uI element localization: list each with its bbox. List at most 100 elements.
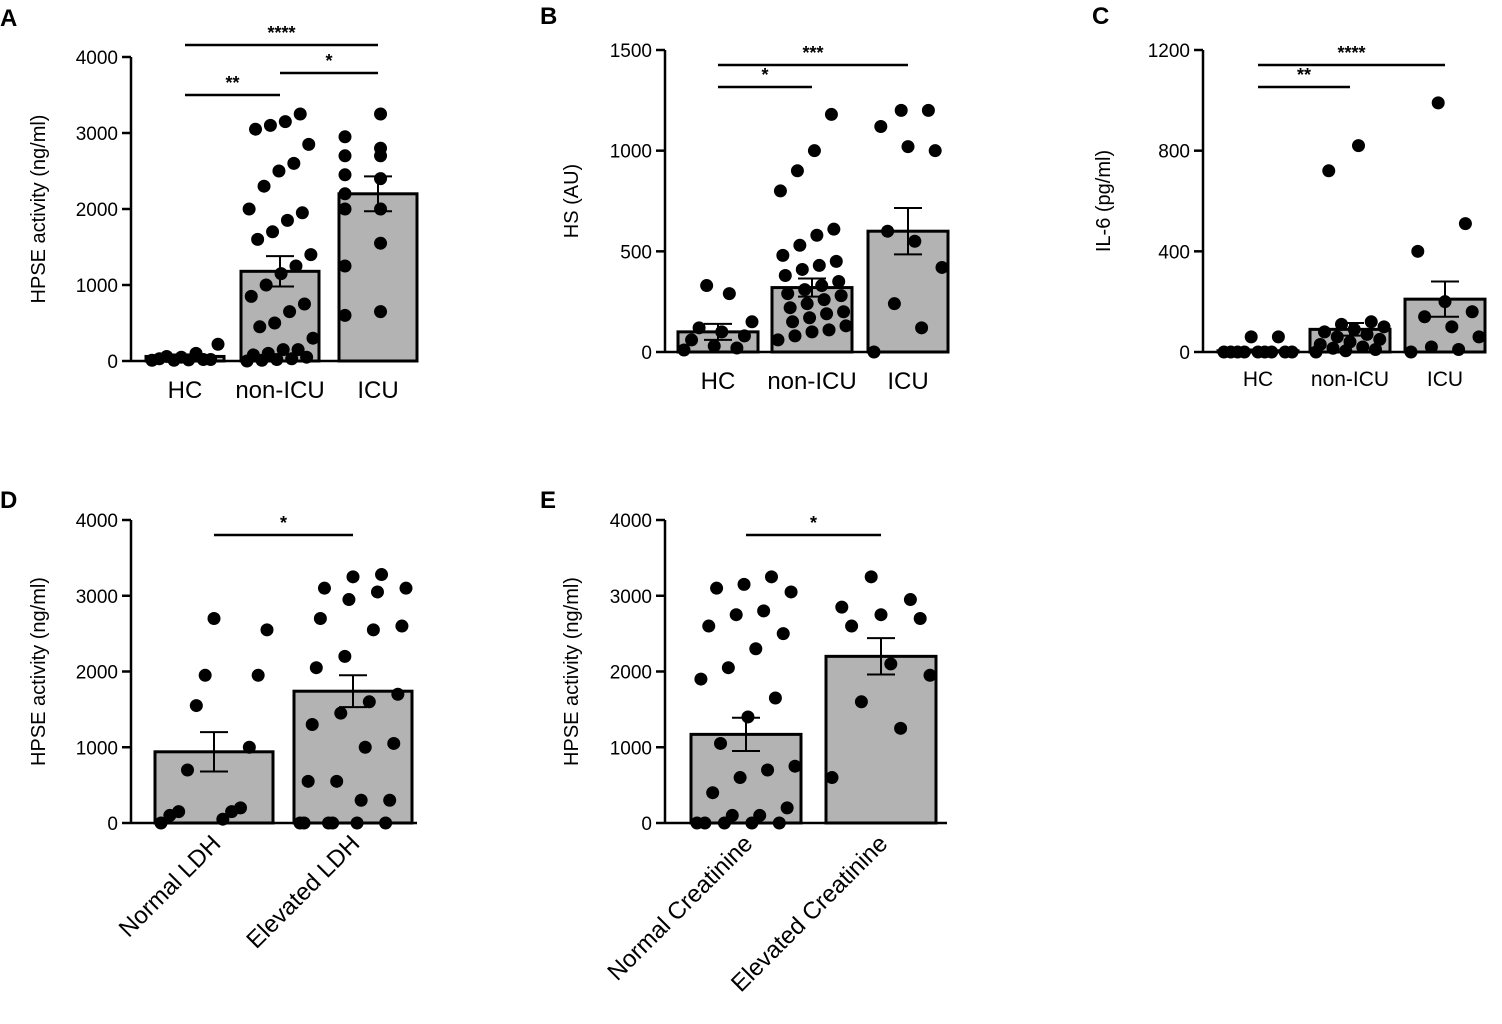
data-point: [757, 604, 771, 618]
data-point: [272, 164, 286, 178]
data-point: [370, 585, 384, 599]
data-point: [334, 706, 348, 720]
data-point: [293, 107, 307, 121]
data-point: [935, 260, 949, 274]
data-point: [1373, 332, 1387, 346]
data-point: [313, 611, 327, 625]
data-point: [342, 593, 356, 607]
data-point: [721, 661, 735, 675]
data-point: [1438, 295, 1452, 309]
panel-E: E 0 1000 2000 3000 4000 HPSE activity (ng/ml) N…: [540, 487, 947, 997]
significance-label: **: [1297, 65, 1311, 85]
data-point: [1330, 330, 1344, 344]
x-category-label: Elevated LDH: [241, 830, 365, 954]
data-point: [827, 222, 841, 236]
data-point: [302, 137, 316, 151]
data-point: [805, 325, 819, 339]
data-point: [745, 315, 759, 329]
data-point: [326, 816, 340, 830]
x-category-label: HC: [701, 368, 736, 395]
data-point: [881, 224, 895, 238]
panel-letter: D: [0, 487, 17, 514]
data-point: [824, 107, 838, 121]
x-category-label: ICU: [357, 377, 398, 404]
data-point: [725, 808, 739, 822]
data-point: [1404, 345, 1418, 359]
data-point: [374, 202, 388, 216]
data-point: [908, 234, 922, 248]
x-category-label: Normal Creatinine: [602, 830, 758, 986]
data-point: [317, 581, 331, 595]
y-tick-label: 0: [107, 352, 118, 373]
data-point: [715, 325, 729, 339]
data-point: [677, 343, 691, 357]
data-point: [1335, 317, 1348, 331]
panel-letter: A: [0, 5, 17, 32]
data-point: [251, 232, 265, 246]
data-point: [338, 187, 352, 201]
data-point: [685, 333, 699, 347]
data-point: [154, 816, 168, 830]
y-tick-label: 4000: [76, 48, 118, 69]
data-point: [1322, 164, 1336, 178]
data-point: [261, 346, 275, 360]
data-point: [338, 130, 352, 144]
data-point: [714, 736, 728, 750]
data-point: [306, 331, 320, 345]
data-point: [260, 623, 274, 637]
data-point: [211, 337, 225, 351]
y-axis-title: HS (AU): [561, 164, 583, 238]
data-point: [1352, 139, 1365, 153]
data-point: [771, 333, 785, 347]
data-point: [887, 297, 901, 311]
data-point: [391, 687, 405, 701]
data-point: [867, 345, 881, 359]
data-point: [330, 774, 344, 788]
data-point: [764, 570, 778, 584]
data-point: [346, 570, 360, 584]
y-tick-label: 0: [107, 814, 118, 835]
data-point: [793, 238, 807, 252]
data-point: [395, 619, 409, 633]
data-point: [707, 339, 721, 353]
data-point: [244, 289, 258, 303]
data-point: [784, 585, 798, 599]
y-tick-label: 2000: [76, 663, 118, 684]
data-point: [834, 289, 848, 303]
panel-letter: E: [540, 487, 556, 514]
data-point: [884, 657, 898, 671]
y-tick-label: 3000: [76, 124, 118, 145]
data-point: [700, 279, 714, 293]
data-point: [901, 140, 915, 154]
data-point: [790, 164, 804, 178]
data-point: [1318, 325, 1331, 339]
data-point: [812, 258, 826, 272]
y-tick-label: 1200: [1148, 41, 1190, 62]
data-point: [825, 771, 839, 785]
y-tick-label: 1000: [76, 738, 118, 759]
data-point: [1411, 244, 1425, 258]
data-point: [1431, 96, 1445, 110]
data-point: [172, 805, 186, 819]
data-point: [289, 259, 303, 273]
data-point: [854, 695, 868, 709]
data-point: [1313, 337, 1327, 351]
data-point: [246, 348, 260, 362]
x-category-label: non-ICU: [767, 368, 856, 395]
data-point: [338, 168, 352, 182]
data-point: [832, 275, 846, 289]
data-point: [253, 320, 267, 334]
data-point: [776, 627, 790, 641]
x-category-label: ICU: [1427, 368, 1463, 391]
data-point: [374, 172, 388, 186]
data-point: [383, 793, 397, 807]
data-point: [374, 236, 388, 250]
y-tick-label: 1500: [610, 41, 652, 62]
data-point: [358, 740, 372, 754]
data-point: [795, 262, 809, 276]
y-tick-label: 3000: [610, 587, 652, 608]
y-axis-title: HPSE activity (ng/ml): [561, 577, 583, 766]
data-point: [354, 793, 368, 807]
data-point: [1452, 342, 1466, 356]
data-point: [278, 115, 292, 129]
